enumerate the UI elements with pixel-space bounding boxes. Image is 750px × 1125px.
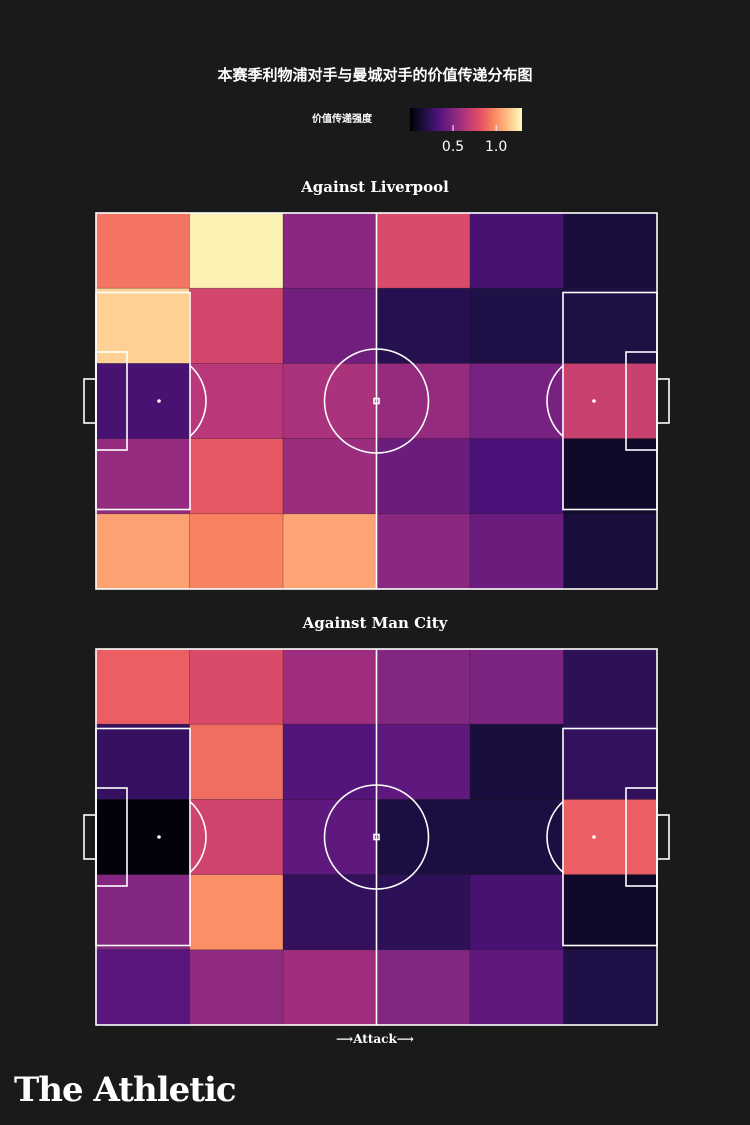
heatmap-cell [470, 213, 564, 289]
goal-right [656, 814, 670, 860]
heatmap-cell [470, 513, 564, 590]
heatmap-cell [283, 363, 377, 439]
penalty-spot-left [157, 399, 161, 403]
attack-direction-label: ⟶Attack⟶ [336, 1032, 414, 1046]
heatmap-cell [563, 799, 658, 875]
penalty-arc-right [546, 801, 564, 873]
heatmap-cell [470, 438, 564, 515]
heatmap-cell [96, 799, 190, 875]
heatmap-cell [563, 363, 658, 439]
legend-tick-label: 1.0 [485, 139, 508, 155]
heatmap-cells [96, 649, 658, 1026]
heatmap-cell [283, 288, 377, 364]
heatmap-cell [470, 949, 564, 1026]
heatmap-cell [563, 949, 658, 1026]
heatmap-cell [470, 724, 564, 800]
pitch-markings [83, 212, 670, 590]
heatmap-cell [376, 949, 471, 1026]
pitch-markings [83, 648, 670, 1026]
pitch-heatmap-liverpool [83, 212, 670, 590]
heatmap-cell [189, 438, 284, 515]
penalty-arc-left [189, 801, 207, 873]
heatmap-cell [189, 288, 284, 364]
goal-left [83, 814, 97, 860]
heatmap-cell [283, 799, 377, 875]
penalty-spot-right [592, 399, 596, 403]
heatmap-cell [470, 288, 564, 364]
heatmap-cell [189, 649, 284, 725]
heatmap-cell [189, 724, 284, 800]
legend-label: 价值传递强度 [312, 114, 372, 125]
heatmap-cell [470, 363, 564, 439]
pitch-title-liverpool: Against Liverpool [301, 178, 449, 196]
heatmap-cell [189, 513, 284, 590]
heatmap-cell [189, 799, 284, 875]
heatmap-cell [376, 213, 471, 289]
penalty-spot-left [157, 835, 161, 839]
heatmap-cells [96, 213, 658, 590]
penalty-arc-left [189, 365, 207, 437]
heatmap-cell [563, 438, 658, 515]
heatmap-cell [189, 363, 284, 439]
heatmap-cell [283, 649, 377, 725]
legend-tick-label: 0.5 [441, 139, 465, 155]
heatmap-cell [376, 513, 471, 590]
heatmap-cell [563, 724, 658, 800]
heatmap-cell [96, 724, 190, 800]
heatmap-cell [189, 213, 284, 289]
heatmap-cell [96, 438, 190, 515]
pitch-heatmap-mancity [83, 648, 670, 1026]
heatmap-cell [283, 874, 377, 951]
heatmap-cell [470, 649, 564, 725]
heatmap-cell [563, 874, 658, 951]
pitch-title-mancity: Against Man City [302, 614, 448, 632]
heatmap-cell [563, 649, 658, 725]
heatmap-cell [283, 724, 377, 800]
heatmap-cell [96, 363, 190, 439]
penalty-spot-right [592, 835, 596, 839]
heatmap-cell [96, 513, 190, 590]
heatmap-cell [283, 949, 377, 1026]
heatmap-cell [189, 874, 284, 951]
heatmap-cell [189, 949, 284, 1026]
heatmap-cell [376, 288, 471, 364]
heatmap-cell [376, 799, 471, 875]
heatmap-cell [283, 438, 377, 515]
goal-left [83, 378, 97, 424]
legend-colorbar [410, 108, 522, 131]
heatmap-cell [376, 438, 471, 515]
heatmap-cell [563, 288, 658, 364]
center-spot [373, 833, 380, 841]
heatmap-cell [376, 363, 471, 439]
brand-logo: The Athletic [14, 1070, 237, 1110]
heatmap-cell [563, 213, 658, 289]
heatmap-cell [283, 213, 377, 289]
heatmap-cell [96, 874, 190, 951]
legend-gradient [410, 108, 522, 131]
chart-title: 本赛季利物浦对手与曼城对手的价值传递分布图 [217, 66, 533, 84]
heatmap-cell [96, 649, 190, 725]
heatmap-cell [96, 213, 190, 289]
heatmap-cell [470, 874, 564, 951]
heatmap-cell [376, 874, 471, 951]
heatmap-cell [376, 724, 471, 800]
heatmap-cell [470, 799, 564, 875]
heatmap-cell [96, 949, 190, 1026]
center-circle [323, 348, 430, 454]
center-circle [323, 784, 430, 890]
heatmap-cell [96, 288, 190, 364]
goal-right [656, 378, 670, 424]
penalty-arc-right [546, 365, 564, 437]
heatmap-cell [563, 513, 658, 590]
center-spot [373, 397, 380, 405]
heatmap-cell [283, 513, 377, 590]
heatmap-cell [376, 649, 471, 725]
